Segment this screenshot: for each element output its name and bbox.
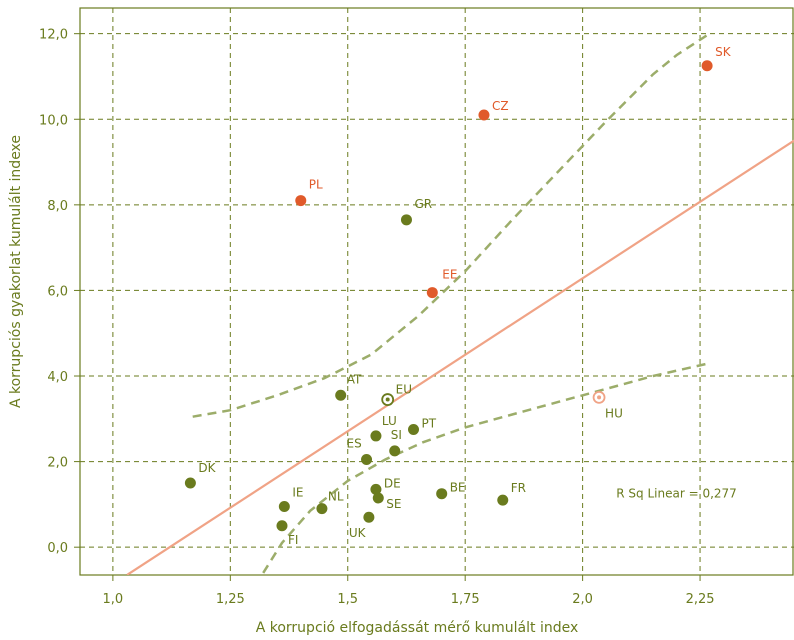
data-points [184, 60, 713, 532]
point-label-uk: UK [349, 526, 367, 540]
point-pl [295, 195, 307, 207]
point-be [436, 488, 448, 500]
x-tick-label-1: 1,25 [216, 592, 245, 607]
point-gr [400, 214, 412, 226]
y-tick-label-6: 12,0 [39, 28, 68, 43]
x-tick-label-5: 2,25 [686, 592, 715, 607]
y-axis-title: A korrupciós gyakorlat kumulált indexe [8, 135, 24, 408]
point-dk [184, 477, 196, 489]
point-se [372, 492, 384, 504]
y-tick-label-1: 2,0 [47, 456, 68, 471]
x-axis-title: A korrupció elfogadássát mérő kumulált i… [256, 620, 579, 636]
point-label-ee: EE [442, 268, 457, 282]
plot-frame [79, 7, 794, 576]
point-eu-center [385, 397, 390, 402]
y-tick-label-3: 6,0 [47, 284, 68, 299]
point-cz [478, 109, 490, 121]
point-nl [316, 503, 328, 515]
point-sk [701, 60, 713, 72]
point-at [335, 389, 347, 401]
r-squared-annotation: R Sq Linear = 0,277 [616, 487, 737, 501]
point-es [361, 453, 373, 465]
x-tick-label-0: 1,0 [103, 592, 124, 607]
point-label-dk: DK [198, 461, 216, 475]
point-label-eu: EU [396, 383, 412, 397]
point-label-at: AT [347, 372, 362, 386]
point-label-fi: FI [288, 533, 298, 547]
point-fi [276, 520, 288, 532]
point-label-lu: LU [382, 414, 397, 428]
point-label-cz: CZ [492, 99, 509, 113]
point-label-se: SE [386, 497, 401, 511]
point-hu-center [597, 395, 602, 400]
ci-upper-curve [192, 32, 711, 418]
point-si [389, 445, 401, 457]
point-label-nl: NL [328, 490, 344, 504]
ci-lower-curve [262, 361, 710, 574]
point-label-hu: HU [605, 406, 623, 420]
point-label-fr: FR [511, 481, 526, 495]
point-label-ie: IE [292, 486, 303, 500]
point-uk [363, 511, 375, 523]
point-de [370, 483, 382, 495]
point-label-pt: PT [422, 417, 437, 431]
point-lu [370, 430, 382, 442]
point-label-gr: GR [414, 197, 432, 211]
point-fr [497, 494, 509, 506]
x-tick-label-4: 2,0 [572, 592, 593, 607]
grid-lines [80, 8, 794, 575]
point-label-es: ES [347, 436, 362, 450]
point-label-be: BE [450, 481, 466, 495]
y-tick-label-2: 4,0 [47, 370, 68, 385]
point-pt [408, 424, 420, 436]
x-tick-label-2: 1,5 [337, 592, 358, 607]
point-ee [426, 287, 438, 299]
point-ie [278, 501, 290, 513]
point-label-si: SI [391, 428, 402, 442]
fit-line [126, 139, 794, 575]
y-tick-label-5: 10,0 [39, 113, 68, 128]
x-tick-label-3: 1,75 [451, 592, 480, 607]
y-tick-label-4: 8,0 [47, 199, 68, 214]
point-label-de: DE [384, 476, 401, 490]
point-label-pl: PL [309, 178, 323, 192]
point-label-sk: SK [715, 45, 732, 59]
y-tick-label-0: 0,0 [47, 541, 68, 556]
plot-content [126, 32, 794, 575]
